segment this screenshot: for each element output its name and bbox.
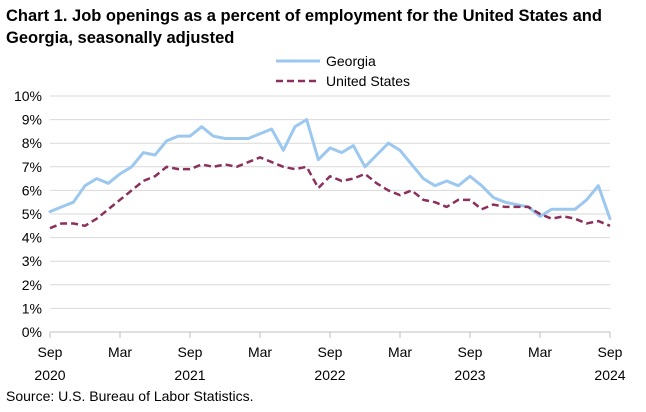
x-tick-month: Sep [598,344,623,360]
y-tick-label: 8% [22,135,42,151]
legend-label: United States [326,73,410,89]
x-tick-month: Mar [248,344,272,360]
y-tick-label: 5% [22,206,42,222]
y-tick-label: 2% [22,277,42,293]
x-tick-year: 2024 [594,367,625,383]
x-tick-year: 2022 [314,367,345,383]
y-tick-label: 7% [22,159,42,175]
y-tick-label: 1% [22,300,42,316]
x-tick-month: Mar [108,344,132,360]
chart-title: Chart 1. Job openings as a percent of em… [6,7,602,47]
legend: Georgia United States [276,53,410,89]
source-note: Source: U.S. Bureau of Labor Statistics. [6,388,254,404]
x-tick-month: Sep [38,344,63,360]
x-tick-month: Mar [528,344,552,360]
y-tick-label: 4% [22,230,42,246]
x-tick-year: 2020 [34,367,65,383]
series-line-united-states [49,156,611,230]
series-line-georgia [48,118,612,221]
y-tick-label: 6% [22,182,42,198]
y-axis-ticks: 0% 1% 2% 3% 4% 5% 6% 7% 8% 9% 10% [14,88,42,340]
x-tick-month: Sep [458,344,483,360]
x-tick-month: Sep [178,344,203,360]
x-tick-month: Mar [388,344,412,360]
y-tick-label: 10% [14,88,42,104]
x-axis-ticks: Sep 2020 Mar Sep 2021 Mar Sep 2022 Mar Sep 2023 Mar… [34,332,626,383]
x-tick-month: Sep [318,344,343,360]
gridlines [50,95,610,333]
series-lines [48,118,612,230]
y-tick-label: 3% [22,253,42,269]
x-tick-year: 2023 [454,367,485,383]
y-tick-label: 9% [22,112,42,128]
x-tick-year: 2021 [174,367,205,383]
legend-label: Georgia [326,53,376,69]
y-tick-label: 0% [22,324,42,340]
